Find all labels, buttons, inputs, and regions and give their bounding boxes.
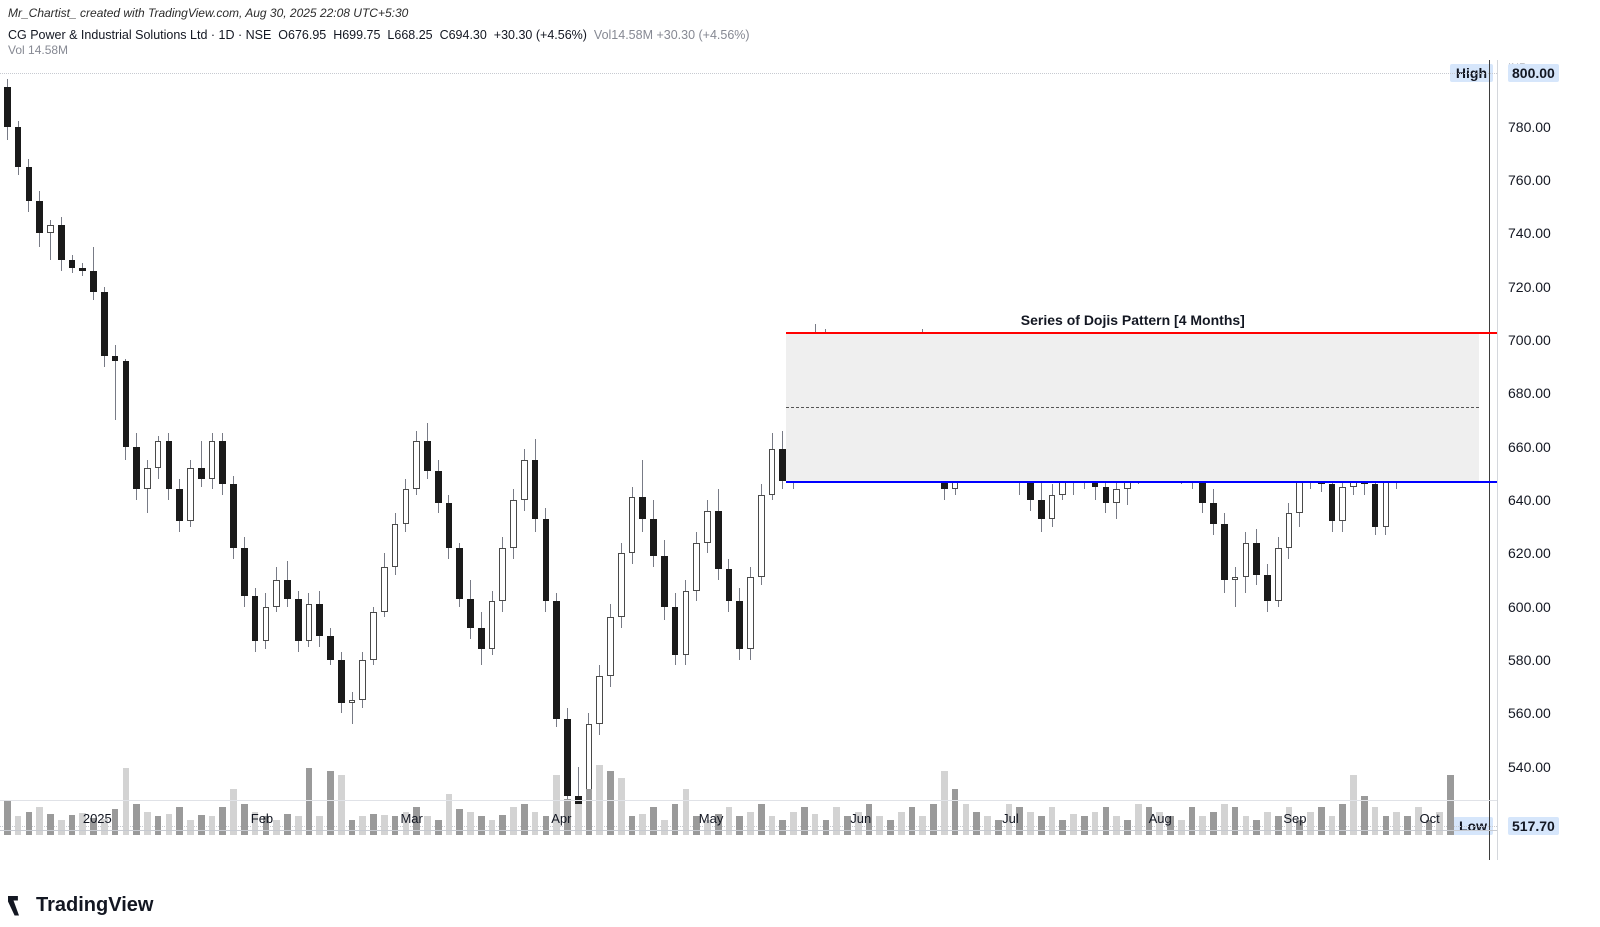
chart-window: Mr_Chartist_ created with TradingView.co…	[0, 0, 1600, 927]
price-axis-tick: 580.00	[1508, 652, 1551, 668]
vol-sub-line: Vol 14.58M	[8, 43, 68, 57]
x-axis-tick-label: Jul	[1002, 811, 1019, 826]
price-axis-tick: 600.00	[1508, 599, 1551, 615]
price-axis: INR 800.00780.00760.00740.00720.00700.00…	[1497, 60, 1600, 860]
x-axis-tick-label: 2025	[83, 811, 112, 826]
price-axis-tick: 640.00	[1508, 492, 1551, 508]
price-axis-tick: 620.00	[1508, 545, 1551, 561]
ohlc-summary-line: CG Power & Industrial Solutions Ltd · 1D…	[8, 28, 750, 42]
price-axis-tick: 720.00	[1508, 279, 1551, 295]
price-axis-high-tick: 800.00	[1508, 64, 1559, 82]
x-axis-tick-label: Mar	[400, 811, 422, 826]
price-axis-tick: 540.00	[1508, 759, 1551, 775]
midline-dashed	[786, 407, 1479, 408]
price-axis-tick: 700.00	[1508, 332, 1551, 348]
dojis-annotation-overlay: Series of Dojis Pattern [4 Months]	[0, 60, 1497, 860]
chart-top-title: Mr_Chartist_ created with TradingView.co…	[8, 6, 408, 20]
price-axis-low-tick: 517.70	[1508, 817, 1559, 835]
support-line[interactable]	[786, 481, 1497, 483]
x-axis-tick-label: May	[699, 811, 724, 826]
tradingview-icon	[8, 896, 30, 916]
price-axis-tick: 560.00	[1508, 705, 1551, 721]
price-axis-tick: 680.00	[1508, 385, 1551, 401]
resistance-line[interactable]	[786, 332, 1497, 334]
x-axis-tick-label: Feb	[251, 811, 273, 826]
x-axis-tick-label: Aug	[1149, 811, 1172, 826]
price-axis-tick: 760.00	[1508, 172, 1551, 188]
x-axis: 2025 Feb Mar Apr May Jun Jul Aug Sep Oct	[0, 800, 1497, 840]
x-axis-tick-label: Apr	[551, 811, 571, 826]
tradingview-logo: TradingView	[8, 894, 153, 917]
price-axis-tick: 780.00	[1508, 119, 1551, 135]
price-axis-tick: 660.00	[1508, 439, 1551, 455]
price-axis-tick: 740.00	[1508, 225, 1551, 241]
x-axis-tick-label: Jun	[850, 811, 871, 826]
dojis-annotation-title: Series of Dojis Pattern [4 Months]	[1021, 312, 1245, 328]
x-axis-tick-label: Sep	[1283, 811, 1306, 826]
x-axis-tick-label: Oct	[1420, 811, 1440, 826]
